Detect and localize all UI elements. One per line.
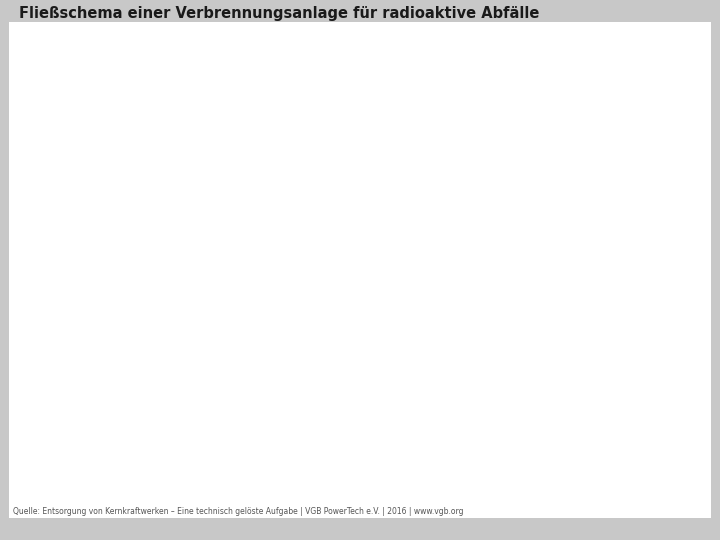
Bar [407, 191, 413, 393]
Circle shape [606, 129, 639, 151]
Wedge shape [123, 247, 154, 256]
Bar [498, 200, 504, 383]
Wedge shape [108, 240, 139, 251]
Polygon shape [102, 173, 166, 204]
Bar [273, 392, 335, 456]
Circle shape [131, 291, 146, 301]
Bar [615, 146, 644, 433]
Circle shape [129, 332, 144, 342]
Text: Fließschema einer Verbrennungsanlage für radioaktive Abfälle: Fließschema einer Verbrennungsanlage für… [19, 6, 539, 22]
Wedge shape [102, 247, 133, 256]
Circle shape [114, 300, 130, 310]
Circle shape [137, 314, 152, 323]
Bar [315, 189, 320, 382]
Bar [478, 200, 485, 383]
Polygon shape [364, 403, 418, 438]
Wedge shape [112, 235, 143, 245]
Text: Primär-
kammer: Primär- kammer [24, 291, 62, 310]
Text: Wärmerück-
gewinnung: Wärmerück- gewinnung [273, 136, 328, 156]
Bar [518, 200, 523, 383]
Circle shape [120, 316, 136, 326]
Bar [508, 200, 514, 383]
Bar [368, 191, 374, 393]
Circle shape [620, 117, 648, 135]
Text: Quelle: Entsorgung von Kernkraftwerken – Eine technisch gelöste Aufgabe | VGB Po: Quelle: Entsorgung von Kernkraftwerken –… [13, 508, 464, 516]
Wedge shape [129, 240, 160, 251]
Polygon shape [484, 393, 530, 429]
Text: Kamin: Kamin [615, 332, 644, 340]
Bar [527, 200, 534, 383]
Text: Verbrennungs-
ofen: Verbrennungs- ofen [87, 451, 153, 470]
Text: Beschickungs-
anlage: Beschickungs- anlage [48, 84, 112, 103]
Circle shape [631, 124, 654, 139]
Polygon shape [472, 166, 541, 190]
Bar [353, 181, 429, 403]
Polygon shape [353, 156, 429, 181]
Bar [102, 204, 166, 367]
Bar [324, 189, 330, 382]
Bar [197, 179, 252, 375]
Text: Schlauchfilter I: Schlauchfilter I [336, 451, 404, 460]
Bar [610, 427, 649, 443]
Bar [488, 200, 494, 383]
Text: Sekundär-
und Nach-
brenn-
kammer: Sekundär- und Nach- brenn- kammer [186, 152, 232, 193]
Circle shape [555, 252, 611, 289]
Bar [282, 168, 294, 179]
Circle shape [110, 334, 125, 345]
Bar [472, 190, 541, 393]
Text: Zudosierung
von Kalk und
Aktivkohle: Zudosierung von Kalk und Aktivkohle [399, 135, 457, 165]
Bar [397, 191, 404, 393]
Bar [94, 155, 127, 179]
Bar [301, 168, 314, 179]
Text: Schlauchfilter II: Schlauchfilter II [464, 451, 535, 460]
Bar [297, 189, 302, 382]
Polygon shape [112, 367, 155, 396]
Text: Rauchgas-
kühler: Rauchgas- kühler [261, 451, 309, 470]
Text: Gebläse: Gebläse [571, 135, 608, 144]
Bar [279, 189, 284, 382]
Bar [417, 191, 423, 393]
Wedge shape [97, 254, 128, 265]
Bar [387, 191, 394, 393]
Bar [54, 155, 86, 179]
Bar [287, 189, 293, 382]
Bar [377, 191, 384, 393]
Circle shape [615, 103, 638, 117]
Bar [273, 179, 335, 392]
Circle shape [628, 108, 647, 121]
Wedge shape [118, 254, 149, 265]
Bar [358, 191, 364, 393]
Bar [306, 189, 312, 382]
